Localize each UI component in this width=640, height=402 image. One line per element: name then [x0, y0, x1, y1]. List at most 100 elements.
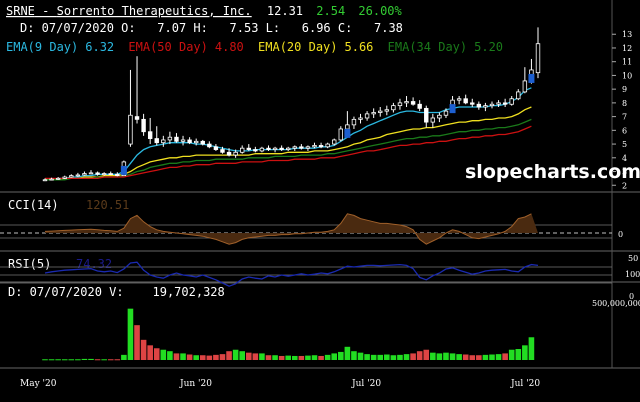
volume-bars	[42, 308, 535, 361]
ema9-value: 6.32	[85, 40, 114, 54]
volume-bar-39	[298, 355, 305, 360]
ema-line-3	[45, 125, 532, 180]
candle-body-31	[246, 147, 251, 150]
candle-body-4	[69, 175, 74, 178]
volume-bar-51	[377, 354, 384, 360]
cci-tick-0: 0	[618, 230, 623, 239]
volume-bar-47	[351, 351, 357, 360]
candle-body-53	[391, 105, 396, 111]
candle-body-52	[384, 109, 390, 112]
candle-body-17	[154, 138, 159, 144]
candle-body-15	[141, 118, 146, 133]
volume-bar-30	[239, 351, 245, 360]
y-tick-label-2: 2	[622, 181, 627, 190]
volume-bar-60	[436, 353, 443, 360]
volume-bar-58	[423, 349, 430, 360]
ema9-label: EMA(9 Day)	[6, 40, 78, 54]
rsi-value: 74.32	[76, 257, 112, 271]
volume-bar-18	[160, 349, 167, 360]
volume-bar-38	[291, 355, 298, 360]
candle-body-29	[233, 151, 238, 156]
y-tick-label-8: 8	[622, 99, 627, 108]
volume-bar-20	[173, 353, 180, 360]
volume-bar-34	[265, 355, 272, 360]
candle-body-38	[292, 146, 297, 149]
volume-bar-1	[48, 359, 55, 361]
candle-body-59	[430, 117, 436, 123]
candle-body-36	[279, 147, 284, 150]
candle-body-18	[161, 139, 166, 144]
candle-body-50	[371, 112, 376, 115]
signal-marker-62	[449, 104, 456, 114]
candle-body-57	[417, 103, 422, 109]
volume-bar-41	[311, 355, 318, 360]
title-separator: -	[35, 4, 57, 18]
y-tick-label-6: 6	[622, 126, 627, 135]
y-tick-label-4: 4	[622, 154, 627, 163]
candle-body-9	[101, 173, 107, 175]
volume-bar-68	[489, 354, 495, 360]
y-tick-label-3: 3	[622, 168, 627, 177]
candle-body-72	[516, 91, 521, 100]
candle-body-7	[88, 172, 94, 175]
candle-body-6	[82, 173, 87, 176]
candle-body-42	[318, 145, 324, 148]
volume-bar-31	[245, 352, 252, 360]
candle-body-25	[207, 143, 212, 148]
candle-body-24	[200, 140, 205, 145]
ema-line-2	[45, 118, 532, 181]
company-name: Sorrento Therapeutics, Inc.	[57, 4, 252, 18]
y-tick-label-9: 9	[622, 85, 627, 94]
candle-body-11	[115, 173, 120, 177]
volume-bar-2	[55, 359, 61, 361]
volume-bar-4	[68, 359, 75, 361]
candle-body-2	[55, 177, 61, 180]
volume-bar-52	[384, 354, 390, 360]
volume-bar-69	[495, 354, 502, 360]
symbol: SRNE	[6, 4, 35, 18]
candle-body-10	[108, 173, 113, 175]
ema34-label: EMA(34 Day)	[388, 40, 467, 54]
volume-bar-6	[81, 358, 88, 360]
rsi-plot	[0, 261, 612, 287]
volume-bar-50	[370, 354, 377, 360]
volume-bar-74	[528, 337, 535, 360]
price-change-pct: 26.00%	[358, 4, 402, 18]
price-y-axis: 2 3 4 5 6 7 8 9 10 11 12 13	[612, 30, 632, 190]
candle-body-45	[338, 128, 343, 141]
candle-body-61	[443, 110, 449, 116]
candle-body-70	[502, 102, 508, 105]
candle-body-37	[286, 147, 291, 150]
volume-bar-63	[456, 354, 462, 360]
volume-bar-13	[127, 308, 134, 360]
ema-lines	[45, 87, 532, 181]
candle-body-0	[42, 179, 48, 182]
volume-bar-59	[430, 352, 436, 360]
volume-bar-54	[397, 354, 403, 360]
volume-bar-19	[167, 351, 173, 360]
candle-body-75	[535, 43, 541, 74]
candle-body-30	[239, 147, 245, 153]
volume-bar-48	[357, 352, 364, 360]
volume-bar-24	[199, 355, 206, 360]
candle-body-19	[167, 136, 173, 141]
y-tick-label-13: 13	[622, 30, 632, 39]
candle-body-34	[266, 147, 271, 150]
signal-marker-12	[120, 165, 127, 175]
candle-body-58	[424, 107, 429, 123]
rsi-tick-100: 100	[625, 270, 640, 279]
volume-bar-5	[75, 359, 81, 361]
volume-bar-55	[403, 354, 410, 360]
volume-bar-0	[42, 359, 48, 361]
x-label-jul: Jul '20	[351, 379, 381, 389]
ema50-label: EMA(50 Day)	[128, 40, 207, 54]
ema-line-0	[45, 87, 532, 181]
cci-area	[45, 213, 538, 245]
candle-body-27	[220, 149, 225, 153]
candle-body-54	[397, 102, 403, 107]
volume-readout: D: 07/07/2020 V: 19,702,328	[8, 285, 225, 299]
volume-bar-53	[390, 355, 397, 360]
candle-body-44	[332, 139, 337, 145]
candle-body-65	[470, 102, 475, 105]
volume-bar-22	[186, 354, 193, 360]
